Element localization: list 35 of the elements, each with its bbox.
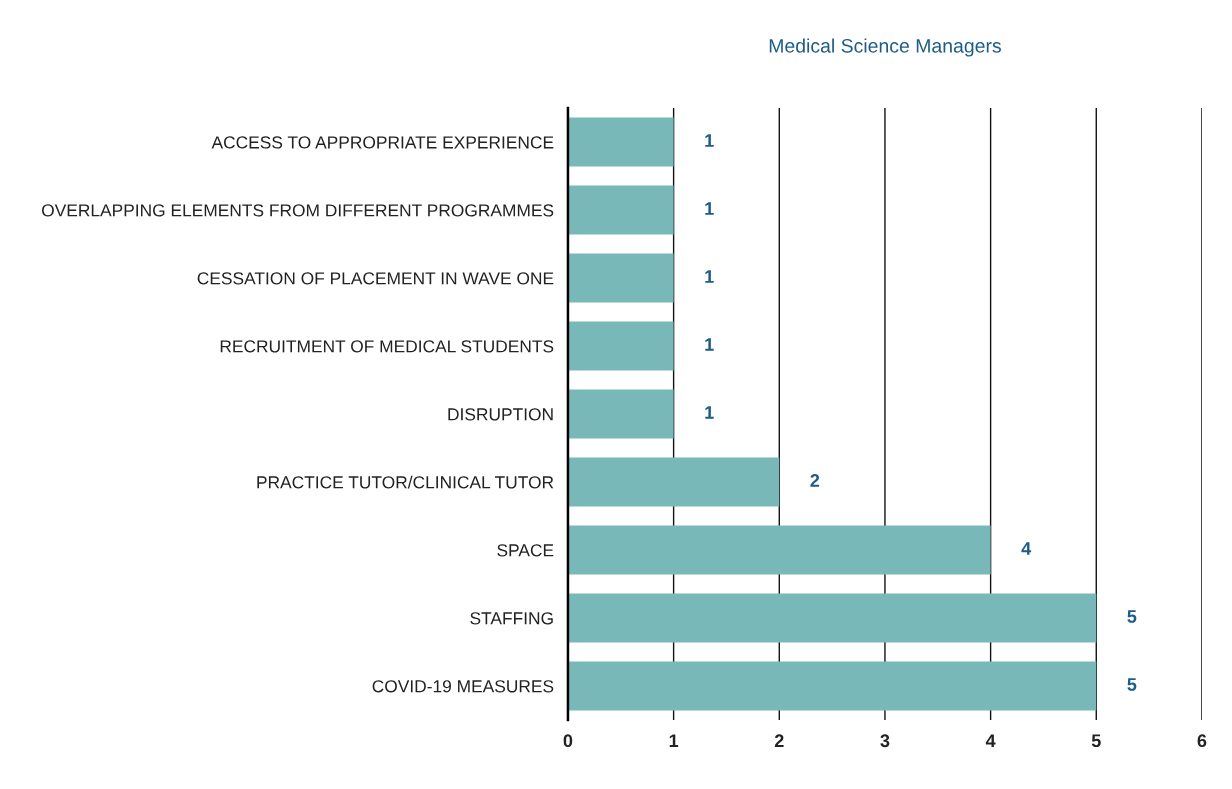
data-label: 1: [705, 406, 714, 419]
y-tick-label: DISRUPTION: [448, 408, 553, 421]
data-label: 5: [1127, 610, 1137, 623]
chart-title: Medical Science Managers: [769, 38, 1001, 57]
y-tick-label: COVID-19 MEASURES: [372, 680, 554, 693]
y-tick-label: RECRUITMENT OF MEDICAL STUDENTS: [220, 340, 554, 353]
data-label: 5: [1127, 678, 1137, 691]
y-tick-label: PRACTICE TUTOR/CLINICAL TUTOR: [257, 475, 554, 489]
data-label: 1: [705, 270, 714, 283]
x-tick-label: 6: [1197, 734, 1207, 748]
bar: [567, 389, 674, 439]
y-tick-label: ACCESS TO APPROPRIATE EXPERIENCE: [211, 136, 554, 149]
data-label: 4: [1021, 542, 1032, 555]
x-tick-label: 5: [1091, 734, 1101, 748]
y-tick-label: SPACE: [497, 544, 554, 557]
x-tick-label: 0: [563, 734, 573, 748]
x-tick-label: 4: [985, 734, 996, 747]
y-tick-label: OVERLAPPING ELEMENTS FROM DIFFERENT PROGRAMMES: [42, 204, 554, 217]
bar: [567, 593, 1097, 643]
data-label: 2: [810, 474, 820, 487]
data-label: 1: [705, 134, 714, 147]
data-label: 1: [705, 202, 714, 215]
bar: [567, 525, 991, 575]
x-tick-label: 2: [774, 734, 784, 747]
bar: [567, 457, 780, 507]
y-tick-label: CESSATION OF PLACEMENT IN WAVE ONE: [197, 272, 554, 285]
bar: [567, 185, 674, 235]
bar: [567, 321, 674, 371]
bar: [567, 117, 674, 167]
x-tick-label: 3: [880, 734, 890, 748]
bar: [567, 661, 1097, 711]
data-label: 1: [705, 338, 714, 351]
bar: [567, 253, 674, 303]
y-tick-label: STAFFING: [470, 612, 553, 625]
x-tick-label: 1: [669, 734, 679, 747]
